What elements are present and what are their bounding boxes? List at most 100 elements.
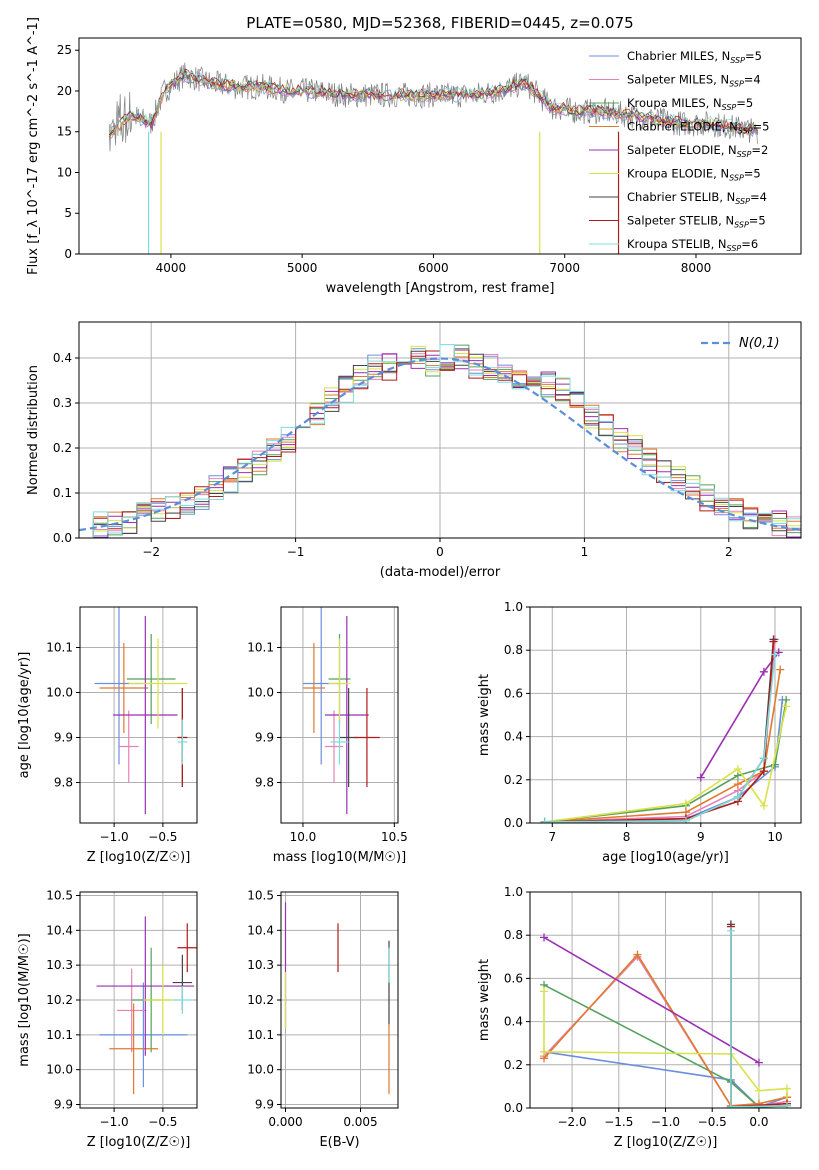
legend-entry: N(0,1)	[739, 336, 780, 351]
point-marker-kroupa-stelib	[733, 793, 742, 802]
x-tick-label: 1	[581, 545, 589, 559]
x-tick-label: −1.0	[651, 1115, 680, 1129]
x-tick-label: −0.5	[148, 830, 177, 844]
y-tick-label: 1.0	[504, 885, 523, 899]
plot-area	[94, 607, 188, 814]
y-tick-label: 10.4	[46, 923, 73, 937]
y-tick-label: 0.3	[53, 396, 72, 410]
legend-subscript: SSP	[729, 80, 744, 89]
legend-series-name: Salpeter MILES, N	[627, 73, 729, 87]
x-axis-label: wavelength [Angstrom, rest frame]	[326, 281, 555, 296]
point-marker-salpeter-elodie	[754, 1058, 763, 1067]
x-tick-label: −0.5	[698, 1115, 727, 1129]
point-marker-kroupa-stelib	[759, 754, 768, 763]
legend-subscript: SSP	[730, 56, 745, 65]
x-tick-label: 0	[436, 545, 444, 559]
y-tick-label: 9.8	[255, 776, 274, 790]
point-marker-kroupa-stelib	[681, 816, 690, 823]
y-tick-label: 10.3	[247, 958, 274, 972]
y-tick-label: 0.4	[53, 351, 72, 365]
panel-massweight-vs-age: 7 8 9 10 0.0 0.2 0.4 0.6 0.8 1.0 age [log10(age/yr…	[477, 600, 802, 865]
point-marker-kroupa-stelib	[540, 817, 549, 823]
legend-subscript: SSP	[735, 197, 750, 206]
y-tick-label: 0.8	[504, 928, 523, 942]
series-line-kroupa-miles	[544, 699, 787, 823]
point-marker-kroupa-stelib	[782, 1101, 791, 1108]
point-marker-chabrier-elodie	[633, 950, 642, 959]
series-line-chabrier-miles	[544, 699, 784, 823]
legend-subscript: SSP	[722, 103, 737, 112]
legend-entry: Salpeter STELIB, NSSP=5	[627, 214, 766, 230]
x-axis-label: Z [log10(Z/Z☉)]	[87, 1135, 191, 1150]
legend-entry: Chabrier MILES, NSSP=5	[627, 49, 762, 65]
panel-spectrum: 4000 5000 6000 7000 8000 0 5 10 15 20 25 wavelength…	[26, 17, 802, 296]
y-tick-label: 10.0	[46, 1063, 73, 1077]
legend-nssp: =5	[749, 214, 766, 228]
panel-massweight-vs-Z: −2.0 −1.5 −1.0 −0.5 0.0 0.0 0.2 0.4 0.6 0.8 1.0 Z […	[477, 885, 802, 1150]
y-tick-label: 0.8	[504, 643, 523, 657]
x-tick-label: 6000	[418, 261, 449, 275]
point-marker-kroupa-elodie	[681, 799, 690, 808]
y-tick-label: 10.0	[247, 686, 274, 700]
panel-mass-vs-EBV: 0.000 0.005 9.9 10.0 10.1 10.2 10.3 10.4 10.5 E(B…	[247, 888, 399, 1150]
x-axis-label: mass [log10(M/M☉)]	[273, 850, 406, 865]
y-tick-label: 10.1	[46, 641, 73, 655]
y-tick-label: 9.8	[54, 776, 73, 790]
y-tick-label: 0.4	[504, 1015, 523, 1029]
legend-series-name: Salpeter ELODIE, N	[627, 143, 737, 157]
y-tick-label: 10.1	[46, 1028, 73, 1042]
y-tick-label: 0.6	[504, 971, 523, 985]
legend-nssp: =5	[736, 96, 753, 110]
series-line-salpeter-elodie	[543, 936, 760, 1064]
legend-nssp: =5	[753, 120, 770, 134]
x-tick-label: −1	[287, 545, 305, 559]
y-tick-label: 10.1	[247, 641, 274, 655]
x-tick-label: −2.0	[557, 1115, 586, 1129]
histogram-kroupa-stelib	[79, 344, 801, 538]
axes-frame	[280, 891, 399, 1109]
legend-nssp: =6	[741, 237, 758, 251]
legend-subscript: SSP	[729, 174, 744, 183]
x-tick-label: 10.5	[381, 830, 408, 844]
y-tick-label: 0.2	[504, 773, 523, 787]
x-tick-label: 2	[725, 545, 733, 559]
series-line-chabrier-elodie	[544, 669, 781, 823]
y-tick-label: 10.4	[247, 923, 274, 937]
x-axis-label: (data-model)/error	[380, 565, 501, 580]
plot-area	[540, 920, 791, 1108]
point-marker-kroupa-elodie	[733, 765, 742, 773]
series-line-chabrier-miles	[543, 1051, 788, 1108]
y-tick-label: 5	[64, 206, 72, 220]
y-tick-label: 10	[57, 165, 72, 179]
panels: 4000 5000 6000 7000 80000510152025wavelength…	[17, 17, 802, 1150]
y-axis-label: age [log10(age/yr)]	[17, 652, 32, 779]
point-marker-salpeter-elodie	[696, 773, 705, 782]
point-marker-kroupa-elodie	[540, 1047, 549, 1056]
y-tick-label: 10.5	[247, 888, 274, 902]
y-tick-label: 25	[57, 43, 72, 57]
panel-age-vs-Z: −1.0 −0.5 9.8 9.9 10.0 10.1 Z [log10(Z/Z☉)] age…	[17, 606, 198, 865]
y-axis-label: Flux [f_λ 10^-17 erg cm^-2 s^-1 A^-1]	[26, 17, 41, 275]
point-marker-kroupa-elodie	[754, 1086, 763, 1095]
axes-frame	[78, 321, 802, 539]
x-axis-label: E(B-V)	[319, 1135, 359, 1150]
x-tick-label: −1.5	[604, 1115, 633, 1129]
x-tick-label: 10.0	[290, 830, 317, 844]
y-tick-label: 0.0	[504, 816, 523, 830]
panel-age-vs-mass: 10.0 10.5 9.8 9.9 10.0 10.1 mass [log10(M/M☉)]	[247, 606, 408, 865]
y-tick-label: 10.5	[46, 888, 73, 902]
y-tick-label: 9.9	[54, 731, 73, 745]
axes-frame	[79, 891, 198, 1109]
legend-series-name: Chabrier ELODIE, N	[627, 120, 738, 134]
x-tick-label: 9	[697, 830, 705, 844]
y-tick-label: 0	[64, 247, 72, 261]
x-axis-label: age [log10(age/yr)]	[602, 850, 729, 865]
y-tick-label: 9.9	[54, 1098, 73, 1112]
x-tick-label: −0.5	[148, 1115, 177, 1129]
y-tick-label: 15	[57, 125, 72, 139]
legend-entry: Salpeter MILES, NSSP=4	[627, 73, 761, 89]
observed-spectrum-line	[108, 62, 758, 152]
legend-series-name: Kroupa STELIB, N	[627, 237, 727, 251]
plot-area	[302, 607, 380, 814]
legend-series-name: Chabrier MILES, N	[627, 49, 730, 63]
